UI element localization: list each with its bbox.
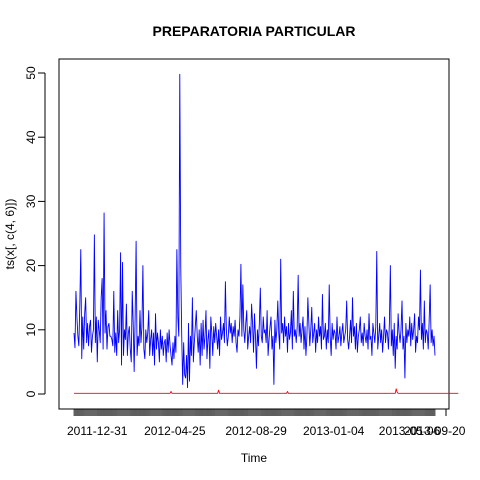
x-tick-label: 2013-05-06	[379, 424, 441, 438]
x-tick-label: 2013-01-04	[303, 424, 365, 438]
y-tick-label: 20	[24, 259, 38, 273]
series-line-red	[74, 388, 459, 394]
x-tick-label: 2013-09-20	[404, 424, 466, 438]
y-tick-label: 30	[24, 194, 38, 208]
x-tick-label: 2011-12-31	[67, 424, 128, 438]
x-tick-label: 2012-08-29	[225, 424, 287, 438]
series-line-blue	[73, 73, 436, 389]
x-axis: 2011-12-31 2012-04-25 2012-08-29 2013-01-04…	[67, 408, 466, 438]
x-tick-label: 2012-04-25	[144, 424, 206, 438]
series-layer	[73, 73, 459, 394]
y-tick-label: 10	[24, 323, 38, 337]
y-tick-label: 0	[24, 390, 38, 397]
y-axis-label: ts(x[, c(4, 6)])	[3, 199, 17, 270]
y-tick-label: 40	[24, 130, 38, 144]
x-axis-label: Time	[241, 451, 268, 465]
chart-title: PREPARATORIA PARTICULAR	[153, 23, 356, 39]
y-tick-label: 50	[24, 66, 38, 80]
y-axis: 0 10 20 30 40 50	[24, 66, 46, 397]
plot-frame	[58, 58, 450, 410]
